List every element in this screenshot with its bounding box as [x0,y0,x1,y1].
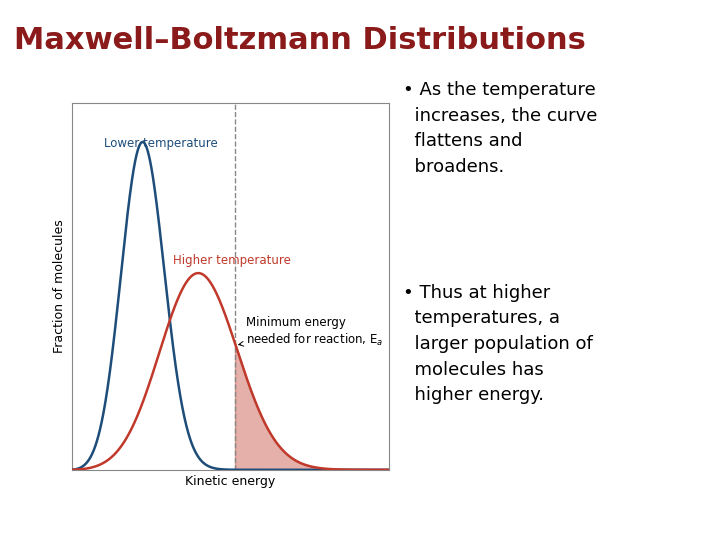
X-axis label: Kinetic energy: Kinetic energy [185,475,276,488]
Text: Minimum energy
needed for reaction, E$_a$: Minimum energy needed for reaction, E$_a… [239,316,384,348]
Text: Lower temperature: Lower temperature [104,137,217,150]
Y-axis label: Fraction of molecules: Fraction of molecules [53,219,66,353]
Text: • As the temperature
  increases, the curve
  flattens and
  broadens.: • As the temperature increases, the curv… [403,81,598,176]
Text: • Thus at higher
  temperatures, a
  larger population of
  molecules has
  high: • Thus at higher temperatures, a larger … [403,284,593,404]
Text: Higher temperature: Higher temperature [174,254,292,267]
Text: Maxwell–Boltzmann Distributions: Maxwell–Boltzmann Distributions [14,26,586,55]
